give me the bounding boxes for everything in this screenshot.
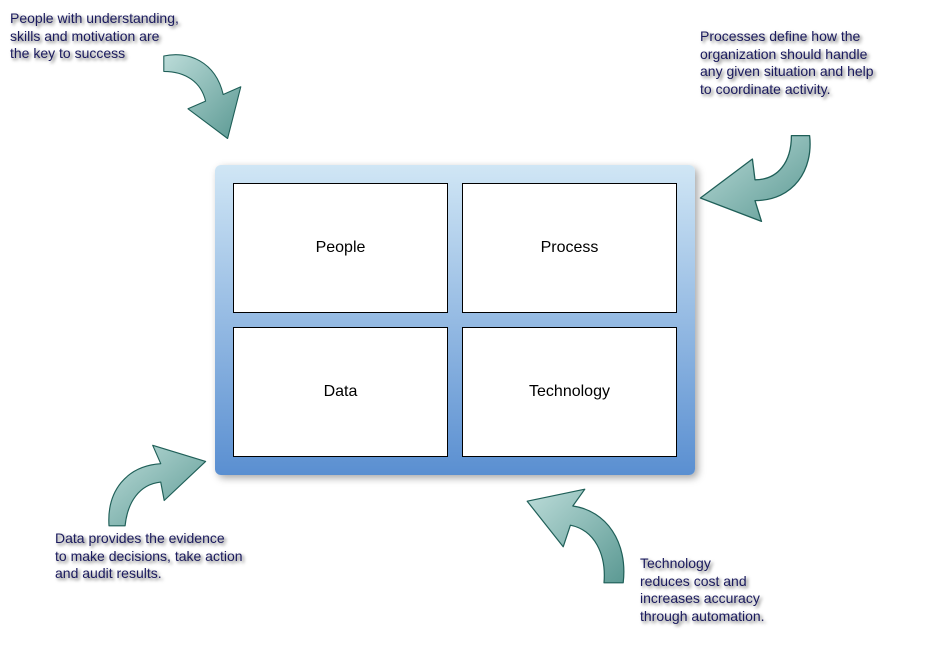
caption-process: Processes define how the organization sh… — [700, 28, 940, 98]
cell-technology: Technology — [462, 327, 677, 457]
cell-data: Data — [233, 327, 448, 457]
cell-people-label: People — [316, 239, 366, 257]
arrow-technology-icon — [520, 465, 640, 595]
quadrant-inner: People Process Data Technology — [233, 183, 677, 457]
arrow-process-icon — [690, 120, 820, 250]
cell-technology-label: Technology — [529, 383, 610, 401]
arrow-data-icon — [95, 420, 215, 535]
cell-data-label: Data — [324, 383, 358, 401]
arrow-people-icon — [155, 40, 265, 160]
cell-people: People — [233, 183, 448, 313]
caption-technology: Technology reduces cost and increases ac… — [640, 555, 840, 625]
cell-process: Process — [462, 183, 677, 313]
quadrant-frame: People Process Data Technology — [215, 165, 695, 475]
cell-process-label: Process — [541, 239, 599, 257]
caption-data: Data provides the evidence to make decis… — [55, 530, 305, 583]
